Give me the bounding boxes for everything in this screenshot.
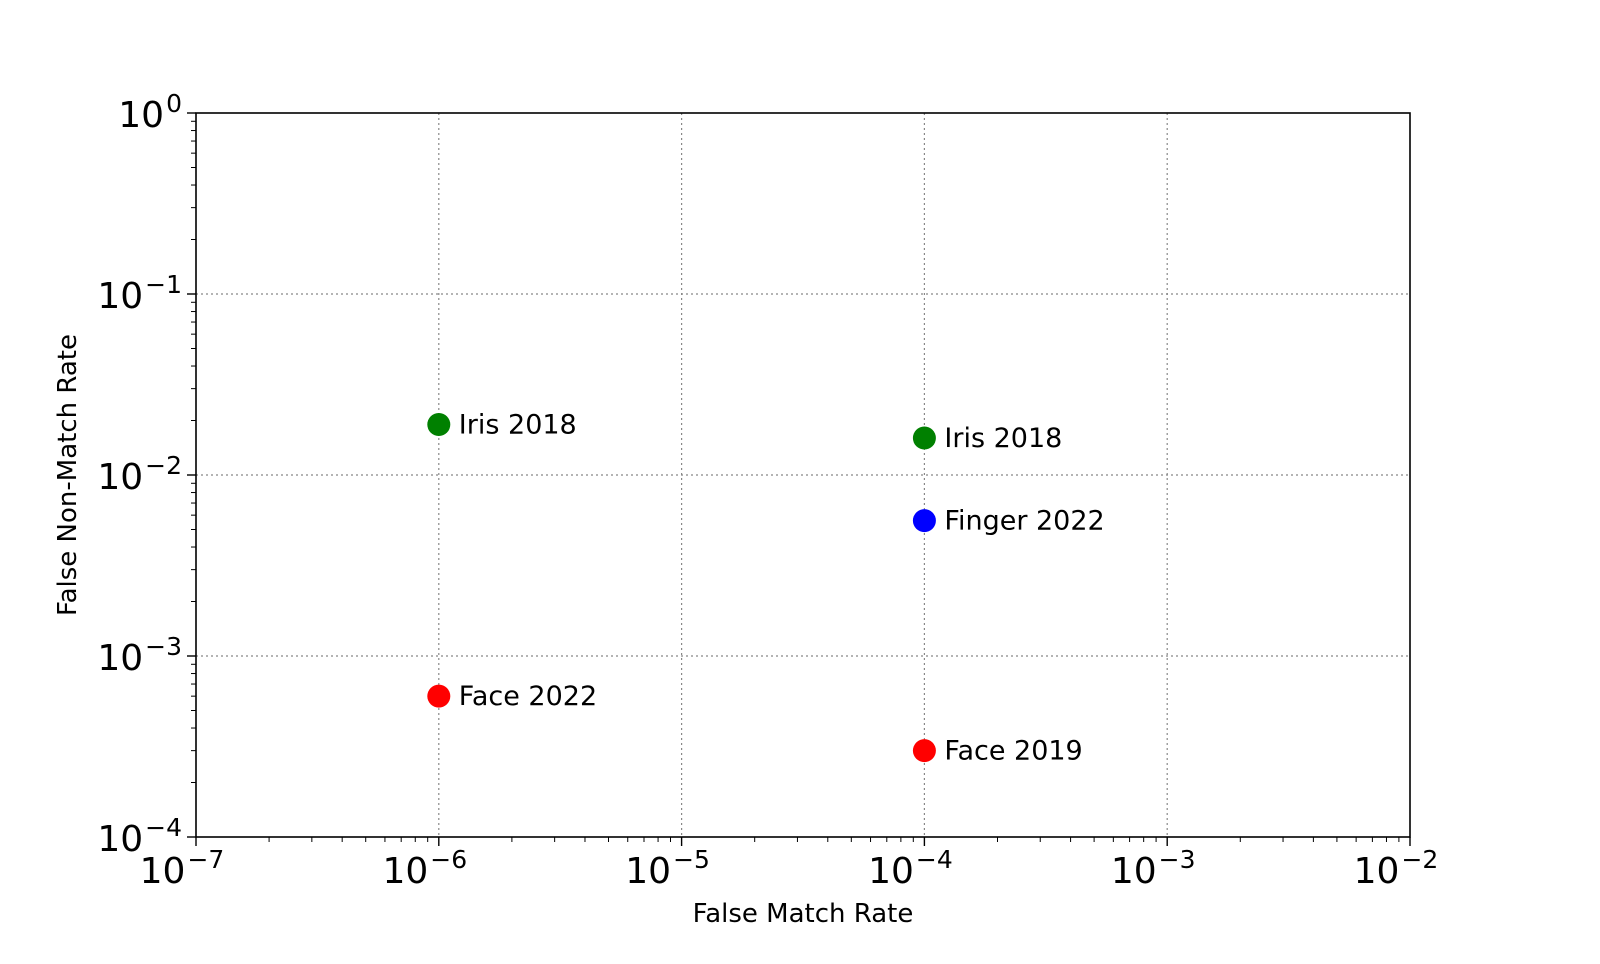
y-tick-label: 10−3 <box>97 632 182 679</box>
data-point-label: Iris 2018 <box>944 423 1062 454</box>
data-point-label: Finger 2022 <box>944 506 1104 537</box>
data-point-marker <box>912 426 936 450</box>
data-point-marker <box>427 684 451 708</box>
data-point-label: Iris 2018 <box>459 410 577 441</box>
x-axis-label: False Match Rate <box>693 899 914 929</box>
minor-ticks <box>191 120 1400 842</box>
y-tick-label: 100 <box>118 89 182 136</box>
data-point-marker <box>912 739 936 763</box>
x-tick-labels: 10−7 10−6 10−5 10−4 10−3 10−2 <box>140 845 1439 892</box>
data-point-marker <box>912 509 936 533</box>
x-tick-label: 10−4 <box>868 845 953 892</box>
x-tick-label: 10−7 <box>140 845 225 892</box>
x-tick-label: 10−6 <box>382 845 467 892</box>
grid-lines <box>196 113 1410 837</box>
y-tick-label: 10−2 <box>97 451 182 498</box>
data-point-marker <box>427 413 451 437</box>
plot-frame <box>195 112 1411 838</box>
data-point-label: Face 2022 <box>459 681 597 712</box>
data-points: Iris 2018 Iris 2018 Finger 2022 Face 2022 Fa… <box>427 410 1105 767</box>
x-tick-label: 10−3 <box>1111 845 1196 892</box>
x-tick-label: 10−2 <box>1354 845 1439 892</box>
major-ticks <box>187 112 1411 846</box>
y-axis-label: False Non-Match Rate <box>53 334 83 616</box>
y-tick-label: 10−1 <box>97 270 182 317</box>
data-point-label: Face 2019 <box>944 736 1082 767</box>
x-tick-label: 10−5 <box>625 845 710 892</box>
